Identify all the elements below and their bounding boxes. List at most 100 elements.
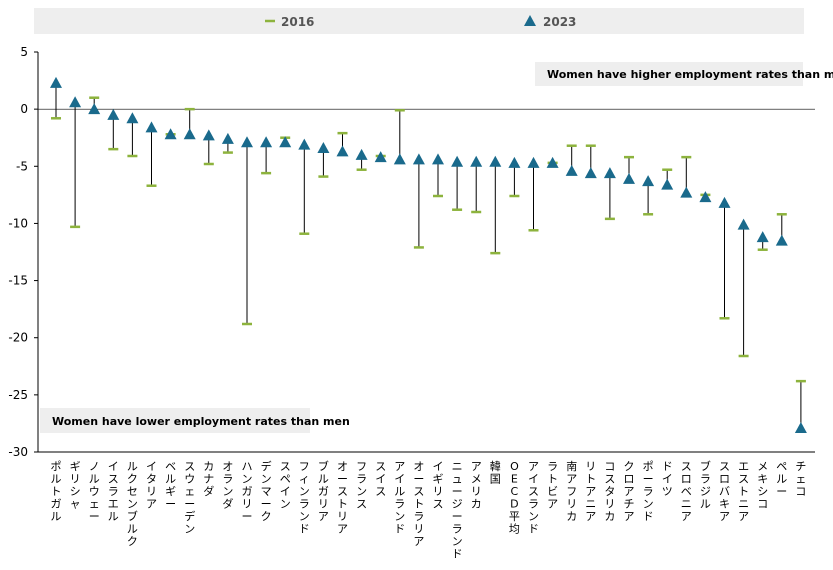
marker-2023 bbox=[221, 132, 234, 144]
marker-2023 bbox=[642, 175, 655, 187]
y-tick-label: 0 bbox=[20, 102, 28, 116]
y-axis: 5 0 -5 -10 -15 -20 -25 -30 bbox=[8, 45, 815, 459]
category-label: ペルー bbox=[776, 460, 787, 498]
category-label: デンマーク bbox=[261, 459, 272, 523]
marker-2023 bbox=[393, 153, 406, 165]
category-label: ポーランド bbox=[643, 460, 654, 523]
category-label: ギリシャ bbox=[70, 460, 81, 511]
marker-2023 bbox=[756, 231, 769, 243]
y-tick-label: -30 bbox=[8, 445, 28, 459]
legend-bar bbox=[34, 8, 804, 34]
y-tick-label: -20 bbox=[8, 331, 28, 345]
marker-2023 bbox=[489, 155, 502, 167]
category-label: クロアチア bbox=[624, 460, 635, 523]
marker-2023 bbox=[355, 148, 368, 160]
marker-2023 bbox=[661, 178, 674, 190]
category-label: オランダ bbox=[222, 460, 233, 511]
marker-2023 bbox=[565, 164, 578, 176]
category-label: ドイツ bbox=[662, 460, 673, 498]
category-label: フィンランド bbox=[299, 460, 310, 536]
y-tick-label: -5 bbox=[16, 159, 28, 173]
category-label: イタリア bbox=[146, 460, 157, 511]
y-tick-label: -25 bbox=[8, 388, 28, 402]
marker-2023 bbox=[451, 155, 464, 167]
category-label: スイス bbox=[375, 460, 386, 498]
marker-2023 bbox=[794, 422, 807, 433]
marker-2023 bbox=[374, 151, 387, 163]
marker-2023 bbox=[202, 129, 215, 141]
category-label: ルクセンブルク bbox=[127, 460, 138, 548]
category-label: スロバキア bbox=[719, 460, 730, 523]
category-label: O E C D 平均 bbox=[509, 460, 520, 536]
marker-2023 bbox=[145, 121, 158, 133]
category-label: フランス bbox=[356, 460, 367, 511]
category-label: ラトビア bbox=[547, 460, 558, 511]
legend-2023-label: 2023 bbox=[543, 15, 576, 29]
marker-2023 bbox=[718, 196, 731, 208]
marker-2023 bbox=[527, 156, 540, 168]
marker-2023 bbox=[298, 138, 311, 150]
category-label: アイスランド bbox=[528, 460, 539, 536]
marker-2023 bbox=[737, 218, 750, 230]
category-label: スロベニア bbox=[681, 460, 692, 523]
category-label: ノルウェー bbox=[89, 460, 100, 523]
marker-2023 bbox=[412, 153, 425, 165]
marker-2023 bbox=[336, 145, 349, 157]
marker-2023 bbox=[69, 96, 82, 108]
marker-2023 bbox=[432, 153, 444, 165]
higher-note-box bbox=[535, 62, 803, 86]
category-label: ニュージーランド bbox=[452, 460, 463, 561]
category-label: オーストラリア bbox=[413, 460, 424, 548]
plot-area bbox=[50, 76, 807, 433]
category-label: ブルガリア bbox=[318, 459, 329, 523]
marker-2023 bbox=[88, 103, 101, 115]
marker-2023 bbox=[775, 234, 788, 246]
category-label: メキシコ bbox=[757, 460, 768, 511]
category-label: スウェーデン bbox=[184, 460, 195, 536]
category-label: 南アフリカ bbox=[566, 460, 577, 523]
category-label: アイルランド bbox=[394, 460, 405, 536]
marker-2023 bbox=[107, 108, 120, 120]
marker-2023 bbox=[680, 186, 693, 198]
legend-2016-label: 2016 bbox=[281, 15, 314, 29]
category-label: チェコ bbox=[795, 460, 806, 498]
category-label: ハンガリー bbox=[242, 460, 253, 523]
category-label: カナダ bbox=[203, 460, 214, 498]
marker-2023 bbox=[508, 156, 521, 168]
marker-2023 bbox=[183, 128, 196, 140]
y-tick-label: -10 bbox=[8, 216, 28, 230]
category-label: エストニア bbox=[738, 460, 749, 523]
category-label: オーストリア bbox=[337, 460, 348, 536]
higher-note-text: Women have higher employment rates than … bbox=[547, 68, 833, 81]
category-label: イギリス bbox=[433, 460, 444, 511]
marker-2023 bbox=[164, 128, 177, 140]
marker-2023 bbox=[279, 136, 292, 148]
marker-2023 bbox=[699, 191, 712, 203]
x-axis-labels: ポルトガルギリシャノルウェーイスラエルルクセンブルクイタリアベルギースウェーデン… bbox=[51, 459, 807, 561]
category-label: リトアニア bbox=[585, 460, 596, 523]
marker-2023 bbox=[470, 155, 483, 167]
marker-2023 bbox=[260, 136, 273, 148]
marker-2023 bbox=[546, 156, 559, 168]
marker-2023 bbox=[623, 172, 635, 184]
legend-2023-marker bbox=[524, 15, 536, 26]
category-label: コスタリカ bbox=[604, 460, 615, 523]
marker-2023 bbox=[50, 76, 62, 88]
marker-2023 bbox=[584, 167, 597, 179]
marker-2023 bbox=[241, 136, 253, 148]
y-tick-label: 5 bbox=[20, 45, 28, 59]
category-label: イスラエル bbox=[108, 460, 119, 523]
category-label: アメリカ bbox=[471, 460, 482, 511]
marker-2023 bbox=[317, 142, 330, 153]
lower-note-text: Women have lower employment rates than m… bbox=[52, 415, 350, 428]
category-label: 韓国 bbox=[490, 460, 501, 486]
category-label: ポルトガル bbox=[51, 460, 62, 523]
category-label: スペイン bbox=[280, 460, 291, 511]
marker-2023 bbox=[126, 112, 139, 124]
category-label: ベルギー bbox=[165, 460, 176, 511]
category-label: ブラジル bbox=[700, 459, 711, 511]
y-tick-label: -15 bbox=[8, 274, 28, 288]
lower-note-box bbox=[40, 408, 310, 433]
marker-2023 bbox=[603, 167, 616, 179]
